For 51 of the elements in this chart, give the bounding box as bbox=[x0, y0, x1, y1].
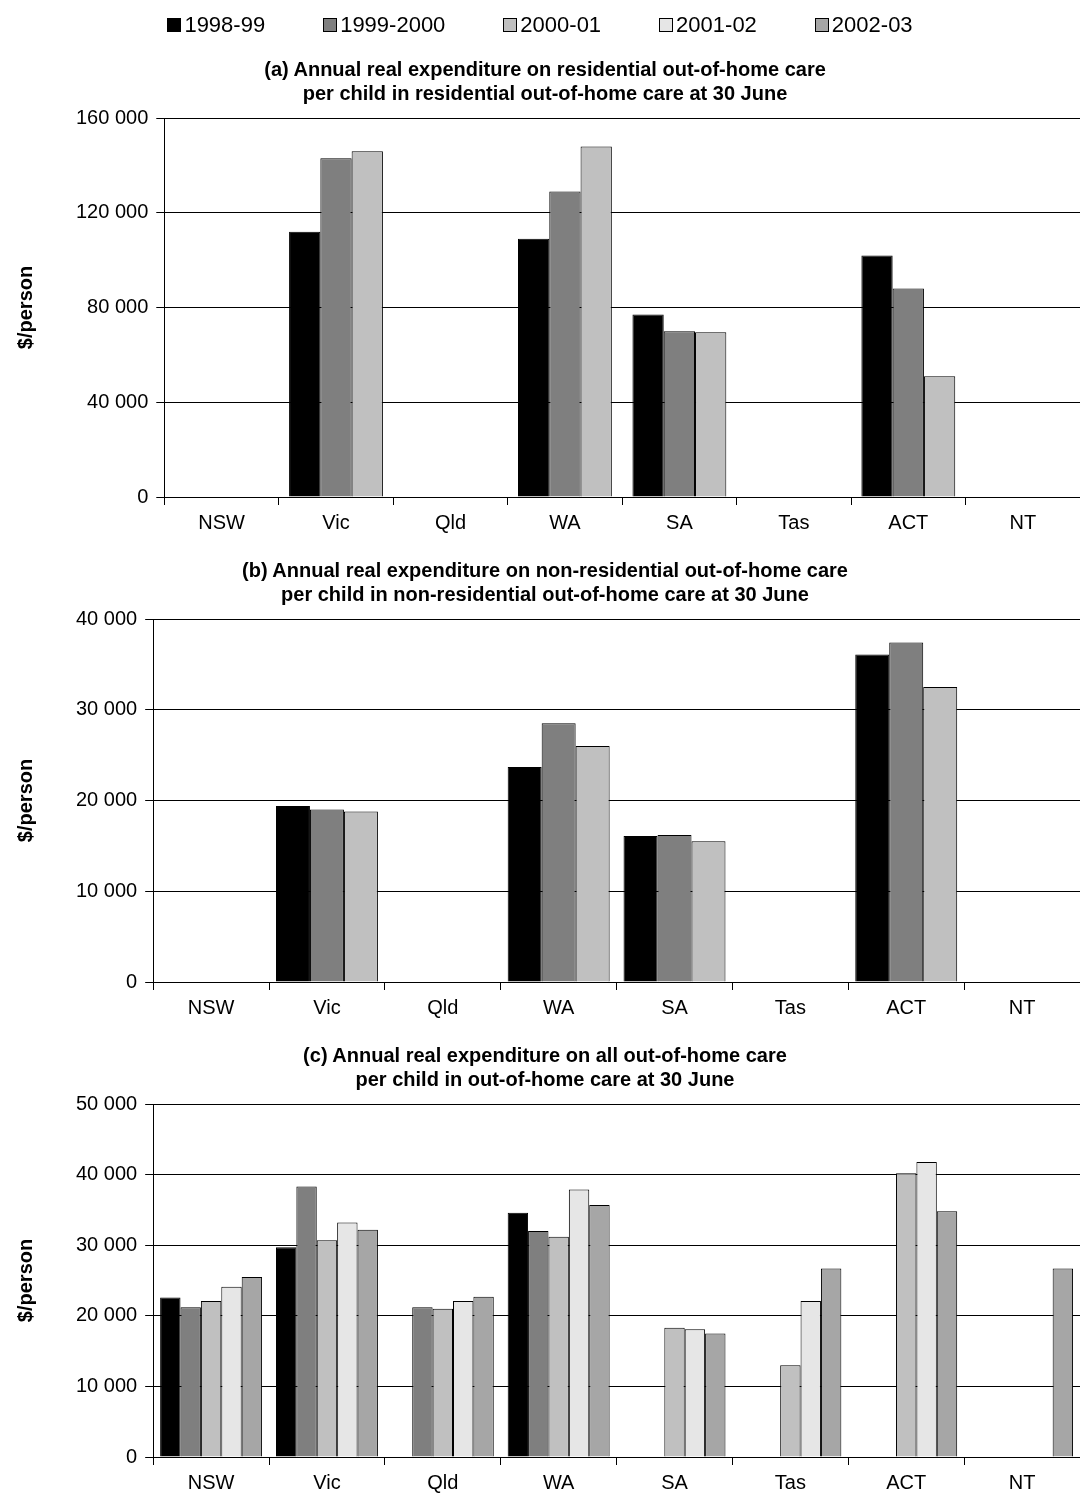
y-tick-label: 10 000 bbox=[76, 878, 138, 901]
y-tick-label: 20 000 bbox=[76, 788, 138, 811]
x-tick-label: NT bbox=[1009, 510, 1037, 533]
x-tick-label: NSW bbox=[187, 995, 235, 1018]
x-tick-label: ACT bbox=[886, 995, 927, 1018]
y-tick-label: 0 bbox=[126, 969, 138, 992]
x-tick-label: Qld bbox=[434, 510, 467, 533]
x-tick-label: NSW bbox=[198, 510, 245, 533]
x-tick-label: SA bbox=[661, 995, 689, 1018]
x-tick-label: Tas bbox=[778, 510, 810, 533]
x-tick-label: Qld bbox=[427, 995, 459, 1018]
y-axis-title: $/person bbox=[13, 265, 36, 350]
legend-label: 2002-03 bbox=[831, 12, 913, 38]
legend-label: 2001-02 bbox=[676, 12, 757, 38]
y-tick-label: 50 000 bbox=[76, 1091, 138, 1114]
y-tick-label: 10 000 bbox=[76, 1373, 138, 1396]
x-tick-label: WA bbox=[542, 1470, 576, 1493]
legend-label: 2000-01 bbox=[520, 12, 602, 38]
chart-title: (b) Annual real expenditure on non-residential out-of-home care per child in non-residential out-of-home care at 30 June bbox=[242, 558, 848, 605]
x-tick-label: NT bbox=[1008, 995, 1036, 1018]
x-tick-label: ACT bbox=[888, 510, 929, 533]
x-tick-label: NSW bbox=[187, 1470, 235, 1493]
y-axis-title: $/person bbox=[13, 1238, 36, 1323]
x-tick-label: SA bbox=[661, 1470, 689, 1493]
y-tick-label: 30 000 bbox=[76, 1232, 138, 1255]
legend-label: 1999-2000 bbox=[340, 12, 446, 38]
x-tick-label: Tas bbox=[774, 995, 806, 1018]
x-tick-label: Vic bbox=[313, 995, 341, 1018]
x-tick-label: NT bbox=[1008, 1470, 1036, 1493]
y-tick-label: 40 000 bbox=[87, 389, 149, 412]
y-tick-label: 40 000 bbox=[76, 606, 138, 629]
x-tick-label: ACT bbox=[886, 1470, 927, 1493]
legend-label: 1998-99 bbox=[184, 12, 266, 38]
y-tick-label: 30 000 bbox=[76, 697, 138, 720]
y-tick-label: 20 000 bbox=[76, 1303, 138, 1326]
y-tick-label: 0 bbox=[137, 484, 149, 507]
y-tick-label: 80 000 bbox=[87, 295, 149, 318]
chart-title: (c) Annual real expenditure on all out-of-home care per child in out-of-home care at 30 June bbox=[303, 1043, 787, 1090]
x-tick-label: WA bbox=[542, 995, 576, 1018]
x-tick-label: WA bbox=[549, 510, 582, 533]
y-tick-label: 0 bbox=[126, 1444, 138, 1467]
x-tick-label: Tas bbox=[774, 1470, 806, 1493]
x-tick-label: Qld bbox=[427, 1470, 459, 1493]
y-tick-label: 40 000 bbox=[76, 1162, 138, 1185]
chart-title: (a) Annual real expenditure on residential out-of-home care per child in residential out-of-home care at 30 June bbox=[264, 57, 826, 104]
x-tick-label: Vic bbox=[313, 1470, 341, 1493]
x-tick-label: Vic bbox=[322, 510, 350, 533]
x-tick-label: SA bbox=[666, 510, 694, 533]
y-tick-label: 120 000 bbox=[76, 200, 149, 223]
y-tick-label: 160 000 bbox=[76, 105, 149, 128]
y-axis-title: $/person bbox=[13, 758, 36, 843]
